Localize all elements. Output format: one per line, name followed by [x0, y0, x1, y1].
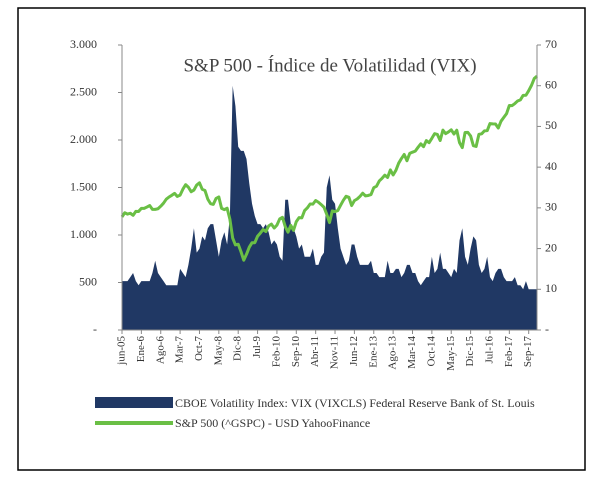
y-tick-label: 2.500 — [70, 84, 97, 98]
y2-tick-label: 50 — [545, 118, 557, 132]
x-tick-label: Dic-15 — [464, 336, 476, 367]
x-tick-label: Ene-13 — [367, 336, 379, 368]
x-tick-label: Jul-16 — [483, 336, 495, 364]
x-tick-label: Ago-13 — [387, 336, 399, 370]
x-tick-label: Dic-8 — [232, 336, 244, 362]
x-tick-label: Abr-11 — [309, 336, 321, 367]
y-tick-label: 3.000 — [70, 37, 97, 51]
x-tick-label: Ene-6 — [135, 336, 147, 363]
legend-item: CBOE Volatility Index: VIX (VIXCLS) Fede… — [95, 396, 545, 410]
x-tick-label: Mar-14 — [406, 336, 418, 369]
legend-swatch — [95, 421, 173, 425]
y-tick-label: 500 — [79, 274, 97, 288]
y-tick-label: 1.000 — [70, 227, 97, 241]
x-tick-label: May-15 — [445, 336, 457, 371]
legend-label: S&P 500 (^GSPC) - USD YahooFinance — [175, 416, 371, 430]
x-tick-label: Jun-12 — [348, 336, 360, 366]
y2-tick-label: 10 — [545, 281, 557, 295]
y-tick-label: 2.000 — [70, 132, 97, 146]
area — [122, 85, 537, 331]
line — [120, 74, 538, 262]
y2-tick-label: 40 — [545, 159, 557, 173]
y2-tick-label: - — [545, 322, 549, 336]
y2-tick-label: 70 — [545, 37, 557, 51]
y2-tick-label: 30 — [545, 200, 557, 214]
x-tick-label: May-8 — [212, 336, 224, 366]
x-tick-label: jun-05 — [116, 336, 128, 366]
legend-swatch — [95, 397, 173, 408]
x-tick-label: Oct-14 — [425, 336, 437, 367]
chart-title: S&P 500 - Índice de Volatilidad (VIX) — [183, 54, 476, 76]
legend: CBOE Volatility Index: VIX (VIXCLS) Fede… — [95, 396, 545, 436]
y-tick-label: - — [93, 322, 97, 336]
x-tick-label: Sep-17 — [522, 336, 534, 368]
legend-item: S&P 500 (^GSPC) - USD YahooFinance — [95, 416, 545, 430]
x-tick-label: Feb-10 — [270, 336, 282, 368]
x-tick-label: Mar-7 — [174, 336, 186, 364]
y2-tick-label: 60 — [545, 77, 557, 91]
x-tick-label: Feb-17 — [503, 336, 515, 368]
y2-tick-label: 20 — [545, 240, 557, 254]
legend-label: CBOE Volatility Index: VIX (VIXCLS) Fede… — [175, 396, 535, 410]
x-tick-label: Oct-7 — [193, 336, 205, 362]
frame — [17, 7, 586, 471]
y-tick-label: 1.500 — [70, 179, 97, 193]
x-tick-label: Ago-6 — [154, 336, 166, 365]
x-tick-label: Jul-9 — [251, 336, 263, 359]
x-tick-label: Sep-10 — [290, 336, 302, 368]
x-tick-label: Nov-11 — [329, 336, 341, 369]
